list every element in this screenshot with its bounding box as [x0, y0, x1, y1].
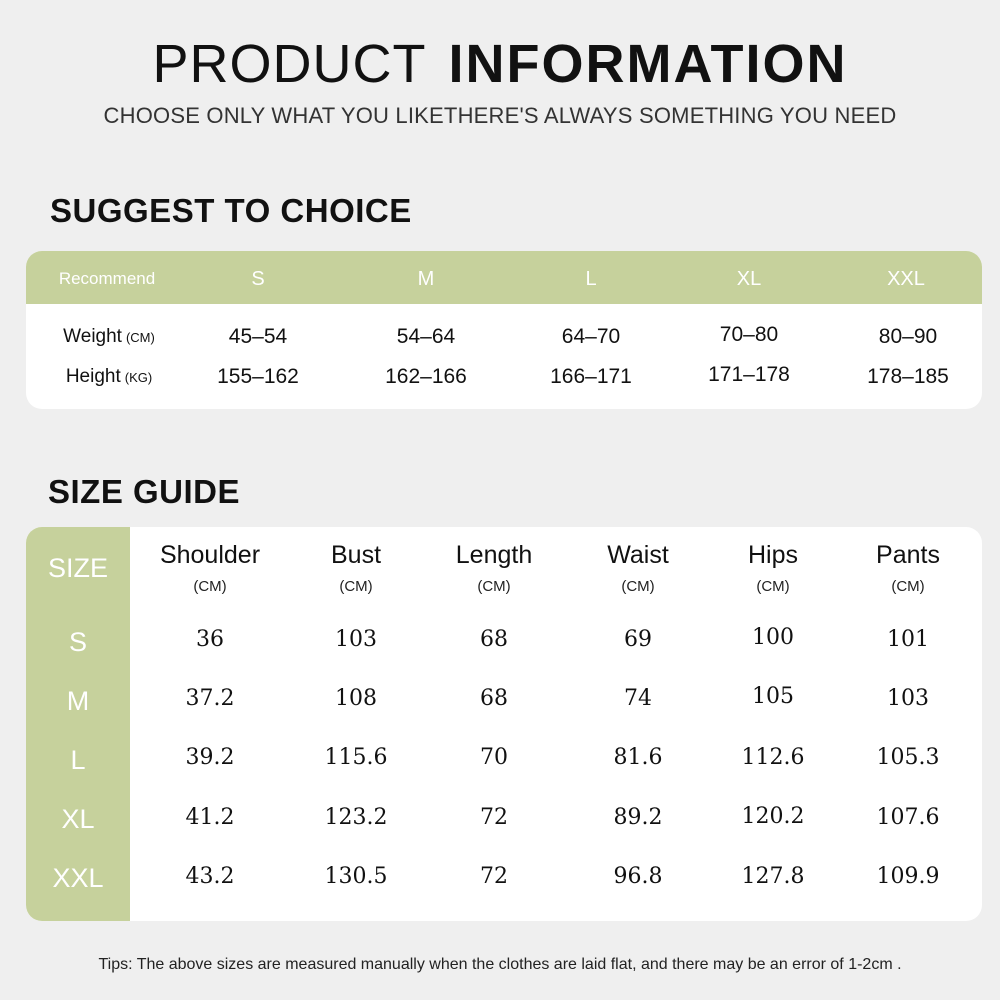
header-cell-recommend: Recommend — [58, 269, 156, 288]
table-cell: 105 — [752, 684, 794, 709]
table-cell: 105.3 — [876, 745, 940, 770]
table-cell: 107.6 — [876, 805, 940, 830]
column-unit: (CM) — [193, 578, 227, 595]
table-cell: 127.8 — [741, 864, 805, 889]
table-cell: 155–162 — [217, 365, 299, 388]
column-unit: (CM) — [621, 578, 655, 595]
table-cell: 45–54 — [228, 325, 288, 348]
column-name: Hips — [747, 541, 798, 569]
column-unit: (CM) — [339, 578, 373, 595]
table-cell: 103 — [335, 627, 377, 652]
table-cell: 109.9 — [876, 864, 940, 889]
table-cell: 68 — [480, 627, 508, 652]
row-label: Weight (CM) — [46, 317, 172, 357]
table-cell: 80–90 — [878, 325, 938, 348]
table-cell: 72 — [480, 805, 508, 830]
table-cell: 74 — [624, 686, 652, 711]
size-column: SIZE S M L XL XXL — [26, 527, 130, 921]
table-cell: 96.8 — [613, 864, 663, 889]
column-name: Pants — [876, 541, 940, 569]
table-cell: 162–166 — [385, 365, 467, 388]
size-label-xxl: XXL — [52, 863, 104, 893]
page-title: PRODUCT INFORMATION — [0, 32, 1000, 96]
table-cell: 171–178 — [708, 363, 790, 386]
table-cell: 36 — [196, 627, 224, 652]
size-label-m: M — [66, 686, 90, 716]
suggest-row-weight: Weight (CM) 45–54 54–64 64–70 70–80 80–90 — [26, 317, 982, 357]
column-header-bust: Bust (CM) — [294, 541, 418, 595]
table-cell: 68 — [480, 686, 508, 711]
title-light: PRODUCT — [152, 34, 427, 94]
column-name: Waist — [607, 541, 669, 569]
table-cell: 108 — [335, 686, 377, 711]
column-header-pants: Pants (CM) — [846, 541, 970, 595]
suggest-row-height: Height (KG) 155–162 162–166 166–171 171–1… — [26, 357, 982, 397]
table-cell: 103 — [887, 686, 929, 711]
size-corner-label: SIZE — [47, 553, 108, 583]
size-guide-section-title: SIZE GUIDE — [48, 473, 241, 510]
column-header-length: Length (CM) — [432, 541, 556, 595]
table-cell: 123.2 — [324, 805, 388, 830]
column-name: Shoulder — [159, 541, 261, 569]
column-unit: (CM) — [477, 578, 511, 595]
table-cell: 101 — [887, 627, 929, 652]
tips-note: Tips: The above sizes are measured manua… — [98, 956, 902, 973]
column-header-waist: Waist (CM) — [576, 541, 700, 595]
column-name: Length — [455, 541, 533, 569]
table-cell: 70 — [480, 745, 508, 770]
header-cell-m: M — [417, 268, 435, 290]
size-label-l: L — [70, 745, 86, 775]
size-label-s: S — [68, 627, 87, 657]
suggest-table-header: Recommend S M L XL XXL — [26, 251, 982, 304]
table-cell: 166–171 — [550, 365, 632, 388]
table-cell: 130.5 — [324, 864, 388, 889]
table-cell: 41.2 — [185, 805, 235, 830]
table-cell: 115.6 — [324, 745, 388, 770]
header-cell-s: S — [251, 268, 265, 290]
row-label-text: Height — [65, 366, 121, 387]
header-cell-l: L — [585, 268, 597, 290]
table-cell: 37.2 — [185, 686, 235, 711]
column-unit: (CM) — [891, 578, 925, 595]
table-cell: 120.2 — [741, 804, 805, 829]
column-header-shoulder: Shoulder (CM) — [148, 541, 272, 595]
table-cell: 64–70 — [561, 325, 621, 348]
table-cell: 54–64 — [396, 325, 456, 348]
table-cell: 39.2 — [185, 745, 235, 770]
suggest-table: Recommend S M L XL XXL Weight (CM) 45–54 … — [26, 251, 982, 409]
page-subtitle: CHOOSE ONLY WHAT YOU LIKETHERE'S ALWAYS … — [103, 103, 897, 128]
row-label-unit: (KG) — [124, 370, 153, 385]
table-cell: 178–185 — [867, 365, 949, 388]
table-cell: 72 — [480, 864, 508, 889]
table-cell: 89.2 — [613, 805, 663, 830]
size-label-xl: XL — [61, 804, 95, 834]
header-cell-xxl: XXL — [887, 268, 925, 290]
table-cell: 112.6 — [741, 745, 805, 770]
table-cell: 69 — [624, 627, 652, 652]
row-label: Height (KG) — [46, 357, 172, 397]
table-cell: 43.2 — [185, 864, 235, 889]
table-cell: 81.6 — [613, 745, 663, 770]
column-name: Bust — [330, 541, 382, 569]
column-unit: (CM) — [756, 578, 790, 595]
column-header-hips: Hips (CM) — [711, 541, 835, 595]
suggest-section-title: SUGGEST TO CHOICE — [50, 192, 412, 229]
row-label-text: Weight — [63, 326, 122, 347]
title-bold: INFORMATION — [448, 34, 848, 94]
size-guide-table: SIZE S M L XL XXL Shoulder (CM) Bust (CM… — [26, 527, 982, 921]
table-cell: 100 — [752, 625, 794, 650]
row-label-unit: (CM) — [125, 330, 155, 345]
table-cell: 70–80 — [719, 323, 779, 346]
header-cell-xl: XL — [736, 268, 762, 290]
